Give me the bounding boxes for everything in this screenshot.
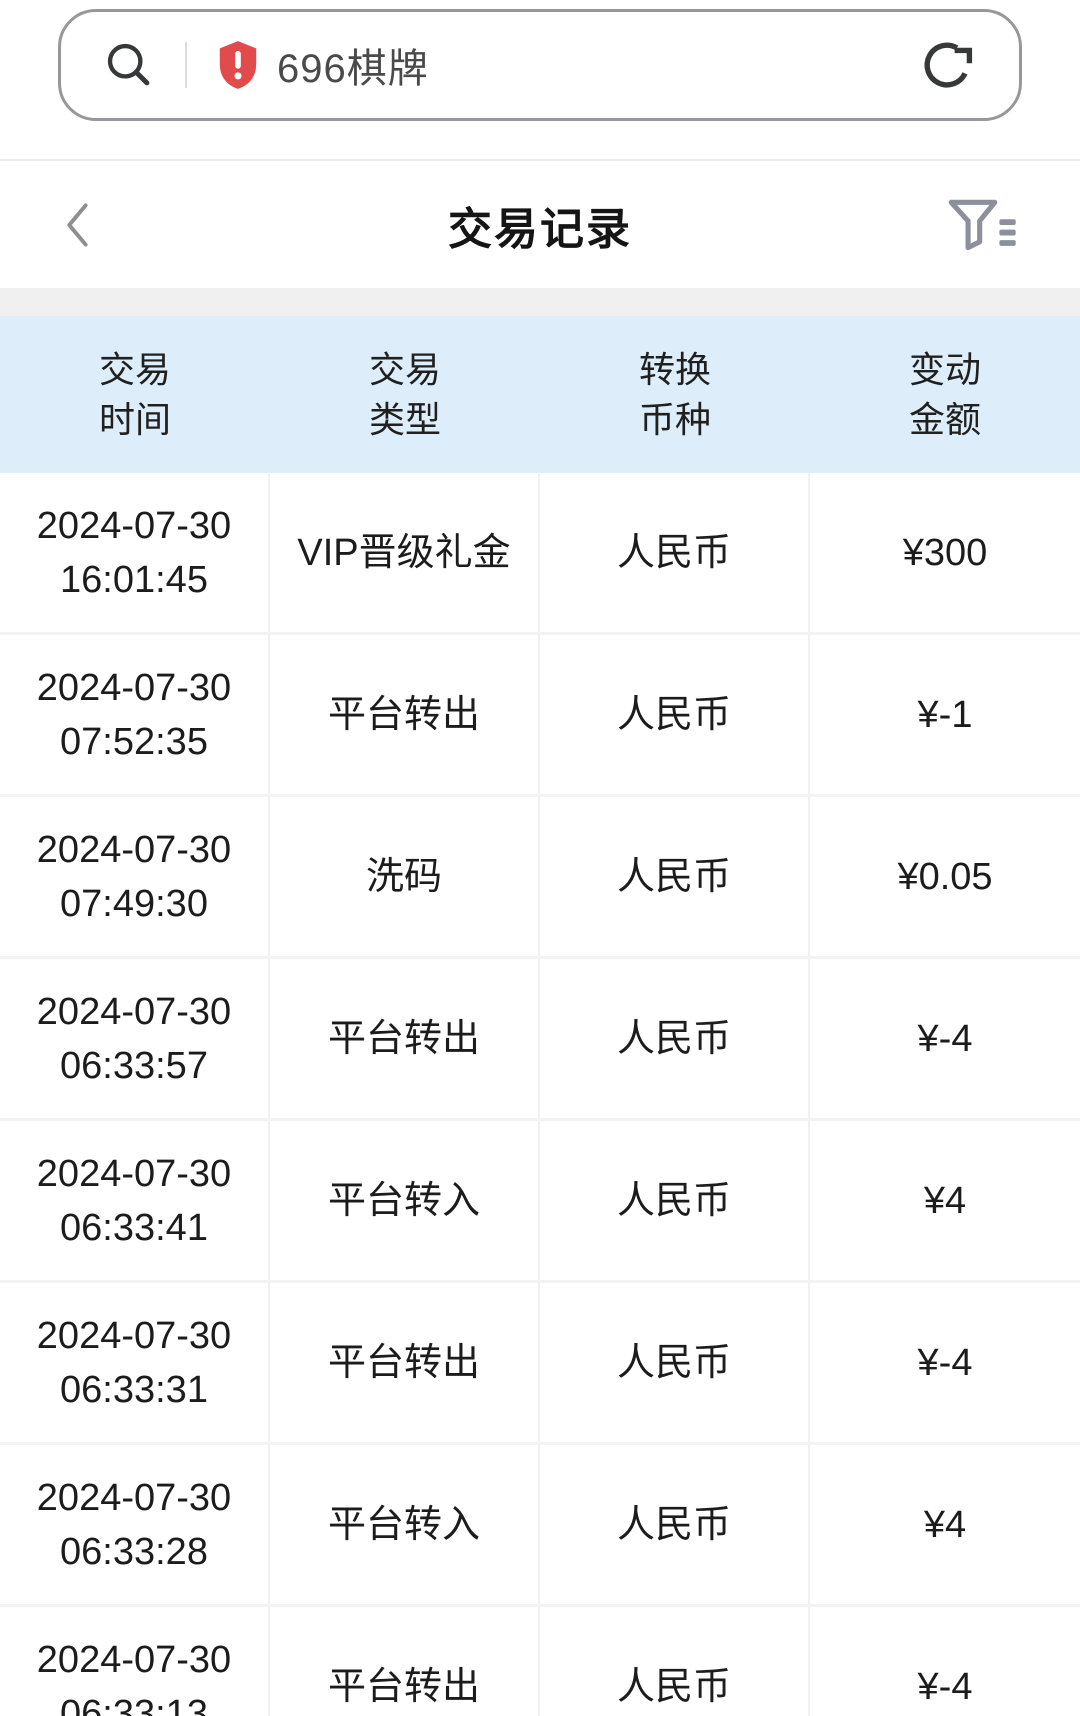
table-row[interactable]: 2024-07-30 06:33:13 平台转出 人民币 ¥-4 [0, 1607, 1080, 1716]
table-row[interactable]: 2024-07-30 06:33:57 平台转出 人民币 ¥-4 [0, 959, 1080, 1121]
cell-transaction-type: 洗码 [270, 797, 540, 956]
filter-icon[interactable] [946, 197, 1018, 253]
transaction-time: 06:33:28 [60, 1530, 208, 1573]
transaction-date: 2024-07-30 [36, 828, 232, 871]
address-bar-url[interactable]: 696棋牌 [277, 47, 429, 91]
cell-transaction-type: 平台转出 [270, 959, 540, 1118]
transaction-time: 06:33:57 [60, 1044, 208, 1087]
transaction-date: 2024-07-30 [36, 1638, 232, 1681]
table-row[interactable]: 2024-07-30 07:52:35 平台转出 人民币 ¥-1 [0, 635, 1080, 797]
cell-transaction-type: 平台转出 [270, 1607, 540, 1716]
cell-currency: 人民币 [540, 797, 810, 956]
transaction-time: 06:33:41 [60, 1206, 208, 1249]
transaction-date: 2024-07-30 [36, 504, 232, 547]
back-chevron-icon[interactable] [58, 201, 102, 249]
cell-transaction-type: VIP晋级礼金 [270, 473, 540, 632]
transaction-time: 07:52:35 [60, 720, 208, 763]
cell-transaction-time: 2024-07-30 06:33:31 [0, 1283, 270, 1442]
cell-currency: 人民币 [540, 1283, 810, 1442]
cell-transaction-type: 平台转入 [270, 1121, 540, 1280]
cell-transaction-type: 平台转出 [270, 1283, 540, 1442]
transaction-table-body: 2024-07-30 16:01:45 VIP晋级礼金 人民币 ¥300 202… [0, 473, 1080, 1716]
transaction-date: 2024-07-30 [36, 1314, 232, 1357]
security-warning-shield-icon[interactable] [215, 39, 261, 91]
cell-currency: 人民币 [540, 473, 810, 632]
cell-amount: ¥-4 [917, 1341, 973, 1384]
cell-amount: ¥-1 [917, 693, 973, 736]
transaction-time: 06:33:31 [60, 1368, 208, 1411]
cell-transaction-time: 2024-07-30 07:52:35 [0, 635, 270, 794]
table-row[interactable]: 2024-07-30 06:33:28 平台转入 人民币 ¥4 [0, 1445, 1080, 1607]
table-row[interactable]: 2024-07-30 07:49:30 洗码 人民币 ¥0.05 [0, 797, 1080, 959]
transaction-time: 06:33:13 [60, 1692, 208, 1716]
address-bar-divider [185, 42, 187, 88]
cell-amount: ¥4 [923, 1503, 967, 1546]
column-header-currency: 转换 币种 [638, 348, 711, 440]
cell-amount: ¥300 [902, 531, 988, 574]
cell-transaction-time: 2024-07-30 06:33:57 [0, 959, 270, 1118]
cell-transaction-type: 平台转出 [270, 635, 540, 794]
page-title: 交易记录 [448, 204, 632, 254]
column-header-type: 交易 类型 [368, 348, 441, 440]
cell-currency: 人民币 [540, 635, 810, 794]
transaction-date: 2024-07-30 [36, 1152, 232, 1195]
address-bar[interactable]: 696棋牌 [58, 9, 1022, 121]
cell-transaction-time: 2024-07-30 06:33:13 [0, 1607, 270, 1716]
cell-amount: ¥0.05 [897, 855, 993, 898]
transaction-time: 16:01:45 [60, 558, 208, 601]
cell-amount: ¥-4 [917, 1665, 973, 1708]
cell-currency: 人民币 [540, 1607, 810, 1716]
column-header-time: 交易 时间 [98, 348, 171, 440]
cell-amount: ¥-4 [917, 1017, 973, 1060]
table-row[interactable]: 2024-07-30 06:33:31 平台转出 人民币 ¥-4 [0, 1283, 1080, 1445]
search-icon[interactable] [103, 39, 155, 91]
transaction-time: 07:49:30 [60, 882, 208, 925]
cell-transaction-time: 2024-07-30 16:01:45 [0, 473, 270, 632]
cell-currency: 人民币 [540, 1121, 810, 1280]
transaction-table-header: 交易 时间 交易 类型 转换 币种 变动 金额 [0, 316, 1080, 473]
transaction-date: 2024-07-30 [36, 990, 232, 1033]
cell-transaction-time: 2024-07-30 06:33:28 [0, 1445, 270, 1604]
cell-transaction-time: 2024-07-30 07:49:30 [0, 797, 270, 956]
browser-top-bar: 696棋牌 [0, 0, 1080, 161]
cell-currency: 人民币 [540, 959, 810, 1118]
transaction-date: 2024-07-30 [36, 1476, 232, 1519]
column-header-amount: 变动 金额 [908, 348, 981, 440]
section-gap [0, 288, 1080, 316]
table-row[interactable]: 2024-07-30 16:01:45 VIP晋级礼金 人民币 ¥300 [0, 473, 1080, 635]
table-row[interactable]: 2024-07-30 06:33:41 平台转入 人民币 ¥4 [0, 1121, 1080, 1283]
transaction-date: 2024-07-30 [36, 666, 232, 709]
page-header: 交易记录 [0, 161, 1080, 288]
cell-transaction-type: 平台转入 [270, 1445, 540, 1604]
refresh-icon[interactable] [919, 37, 975, 93]
cell-amount: ¥4 [923, 1179, 967, 1222]
cell-transaction-time: 2024-07-30 06:33:41 [0, 1121, 270, 1280]
cell-currency: 人民币 [540, 1445, 810, 1604]
